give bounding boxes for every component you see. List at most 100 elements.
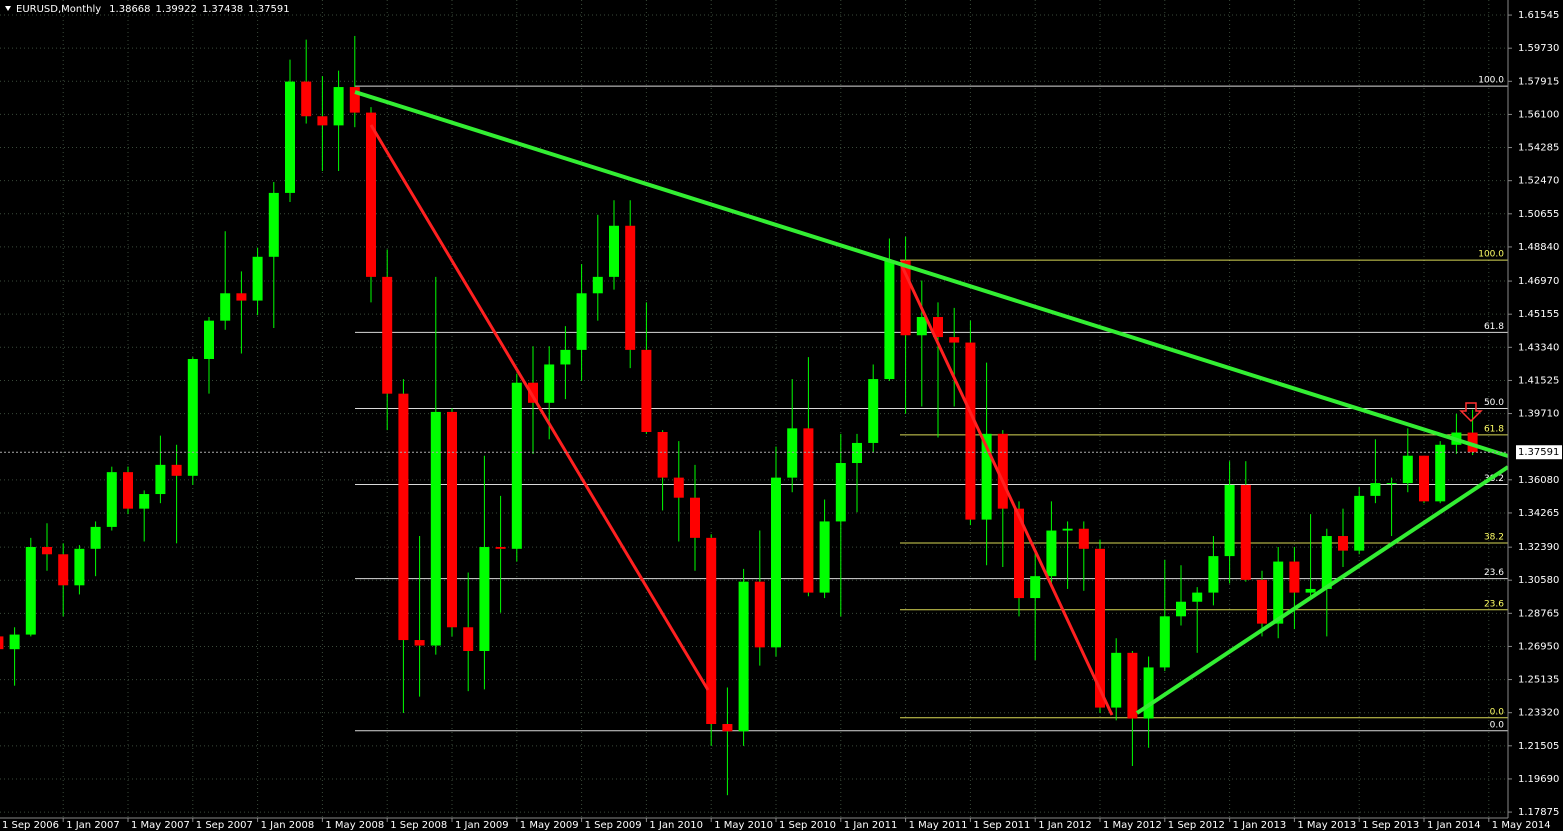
price-axis-bg: [1508, 0, 1563, 831]
candle-body: [495, 546, 506, 549]
y-tick-label: 1.50655: [1518, 209, 1559, 220]
trendline: [898, 261, 1114, 716]
close-value: 1.37591: [248, 4, 289, 15]
candle-body: [511, 382, 522, 549]
candle-body: [252, 256, 263, 301]
candle-body: [42, 546, 52, 555]
candle-body: [1078, 528, 1089, 549]
x-tick-label: 1 Jan 2010: [649, 820, 703, 831]
x-tick-label: 1 Jan 2013: [1233, 820, 1287, 831]
candle-body: [1030, 576, 1041, 599]
trendline: [354, 90, 1509, 458]
x-tick-label: 1 May 2009: [520, 820, 579, 831]
candle-body: [1095, 548, 1105, 708]
candle-body: [285, 81, 295, 193]
candle-body: [884, 260, 895, 380]
candle-body: [576, 293, 587, 350]
trendlines: [354, 90, 1510, 716]
candle-body: [1127, 652, 1138, 719]
candle-body: [447, 411, 457, 628]
chart-header: EURUSD,Monthly 1.38668 1.39922 1.37438 1.375…: [16, 4, 290, 15]
y-tick-label: 1.52470: [1518, 176, 1559, 187]
candle-body: [301, 81, 312, 117]
candle-body: [1305, 588, 1316, 593]
candle-body: [1370, 483, 1381, 496]
candle-body: [414, 640, 425, 646]
candle-body: [0, 636, 4, 650]
candle-body: [236, 293, 247, 301]
x-tick-label: 1 Sep 2010: [779, 820, 836, 831]
x-tick-label: 1 Sep 2006: [2, 820, 59, 831]
candle-body: [835, 463, 846, 522]
fib-label: 0.0: [1490, 707, 1505, 717]
candle-body: [204, 320, 214, 359]
collapse-icon: [5, 6, 11, 11]
y-tick-label: 1.34265: [1518, 508, 1559, 519]
y-tick-label: 1.19690: [1518, 774, 1559, 785]
x-tick-label: 1 May 2008: [325, 820, 384, 831]
candle-body: [9, 634, 20, 650]
chart-title: EURUSD,Monthly: [16, 4, 101, 15]
current-price-label: 1.37591: [1518, 447, 1559, 458]
candle-body: [1289, 561, 1300, 593]
x-tick-label: 1 May 2007: [131, 820, 190, 831]
candle-body: [852, 442, 862, 464]
candle-body: [171, 464, 182, 476]
candle-body: [349, 87, 360, 113]
y-tick-label: 1.59730: [1518, 43, 1559, 54]
candle-body: [1208, 556, 1219, 593]
x-tick-label: 1 May 2011: [909, 820, 968, 831]
candle-body: [1338, 536, 1348, 551]
y-tick-label: 1.41525: [1518, 375, 1559, 386]
y-tick-label: 1.57915: [1518, 76, 1559, 87]
candle-body: [430, 411, 441, 646]
candle-body: [1354, 495, 1365, 551]
y-tick-label: 1.39710: [1518, 409, 1559, 420]
candle-body: [609, 225, 619, 277]
fib-label: 61.8: [1484, 322, 1504, 332]
candle-body: [868, 379, 879, 443]
y-tick-label: 1.32390: [1518, 542, 1559, 553]
candle-body: [592, 276, 603, 294]
candle-body: [333, 87, 344, 126]
candle-body: [771, 477, 781, 648]
y-tick-label: 1.26950: [1518, 641, 1559, 652]
fib-label: 50.0: [1484, 398, 1504, 408]
candle-body: [382, 276, 393, 394]
high-value: 1.39922: [156, 4, 197, 15]
candle-body: [268, 192, 279, 257]
candle-body: [1014, 508, 1024, 599]
fib-label: 23.6: [1484, 599, 1504, 609]
trendline: [369, 124, 710, 691]
candle-body: [366, 112, 376, 277]
y-tick-label: 1.43340: [1518, 342, 1559, 353]
axis-layer: 1.61545 1.59730 1.57915 1.56100 1.54285 1.524…: [0, 10, 1562, 831]
x-tick-label: 1 Sep 2008: [390, 820, 447, 831]
y-tick-label: 1.56100: [1518, 109, 1559, 120]
candle-body: [803, 428, 814, 593]
candle-body: [1143, 667, 1154, 719]
candle-body: [738, 581, 749, 732]
candle-body: [398, 393, 409, 641]
candle-body: [528, 382, 538, 403]
fib-label: 100.0: [1478, 250, 1504, 260]
candle-body: [139, 494, 150, 509]
candle-body: [1224, 484, 1235, 557]
candle-body: [1062, 528, 1073, 531]
arrow-icon: [1459, 402, 1483, 423]
candle-body: [1111, 652, 1122, 708]
candle-body: [155, 464, 166, 495]
y-tick-label: 1.17875: [1518, 807, 1559, 818]
candle-body: [673, 477, 684, 498]
x-tick-label: 1 Jan 2014: [1427, 820, 1481, 831]
x-tick-label: 1 Jan 2008: [261, 820, 315, 831]
candle-body: [1273, 561, 1284, 624]
y-tick-label: 1.61545: [1518, 10, 1559, 21]
x-tick-label: 1 Sep 2007: [196, 820, 253, 831]
x-tick-label: 1 May 2013: [1297, 820, 1356, 831]
x-tick-label: 1 Sep 2012: [1168, 820, 1225, 831]
x-tick-label: 1 May 2014: [1492, 820, 1551, 831]
candle-body: [1402, 455, 1413, 484]
